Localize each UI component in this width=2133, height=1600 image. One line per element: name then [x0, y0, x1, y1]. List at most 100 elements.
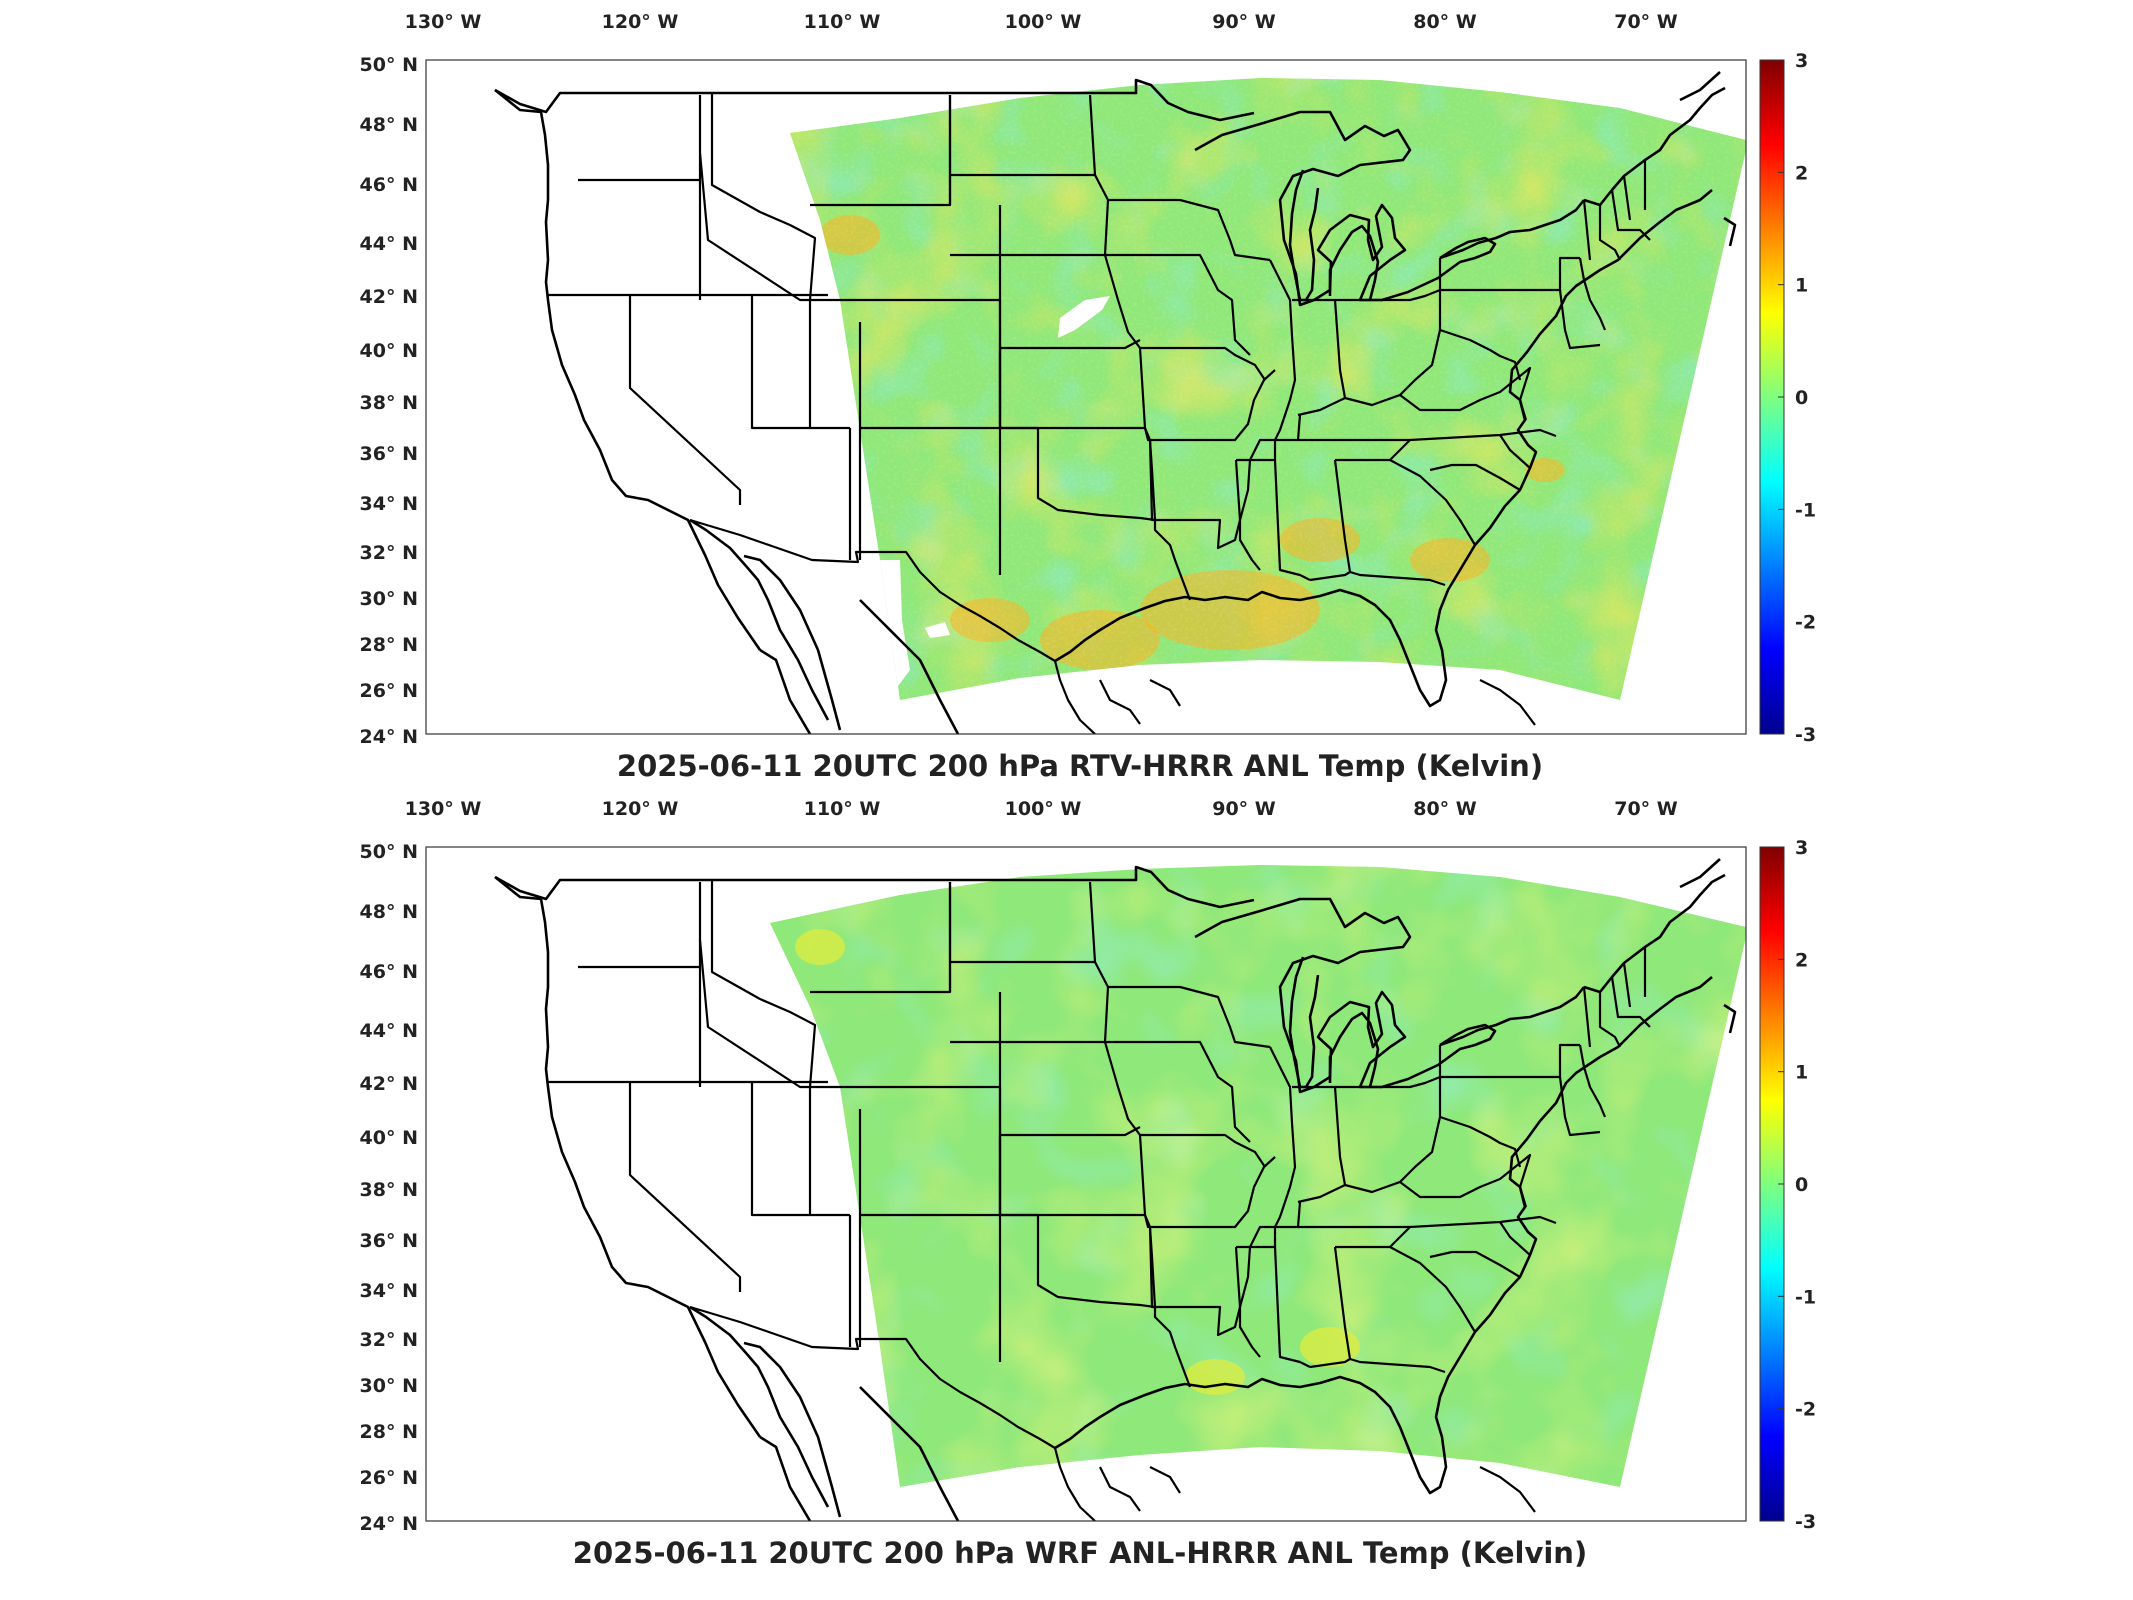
state-line [628, 295, 742, 505]
coastline [1583, 86, 1726, 207]
state-line [1149, 679, 1181, 707]
lon-tick-label: 100° W [1005, 11, 1082, 33]
state-line [1236, 440, 1277, 462]
coastline [689, 1305, 830, 1508]
state-line [1105, 1040, 1251, 1143]
lon-tick-label: 110° W [804, 11, 881, 33]
lat-tick-label: 32° N [360, 542, 418, 564]
state-line [1273, 459, 1311, 581]
state-line [1439, 1115, 1522, 1168]
state-line [1088, 94, 1110, 256]
state-line [1440, 256, 1580, 292]
state-line [1140, 1133, 1266, 1168]
state-line [1578, 1044, 1607, 1118]
lat-tick-label: 28° N [360, 1421, 418, 1443]
lat-tick-label: 46° N [360, 174, 418, 196]
state-line [1273, 1246, 1311, 1368]
lat-tick-label: 30° N [360, 588, 418, 610]
state-line [1499, 1221, 1531, 1256]
coastline [1328, 1011, 1380, 1088]
map-frame [425, 59, 1747, 735]
state-line [1335, 1075, 1442, 1194]
state-line [1234, 1246, 1261, 1358]
lat-tick-label: 38° N [360, 1179, 418, 1201]
state-line [1335, 458, 1476, 546]
map-figure: 130° W 120° W 110° W 100° W 90° W 80° W 70° W … [360, 11, 1817, 783]
state-line [1399, 366, 1532, 421]
field-warm-anomaly [770, 865, 1746, 1487]
lat-tick-label: 44° N [360, 1020, 418, 1042]
colorbar-tick-label: 0 [1795, 387, 1808, 409]
state-line [1479, 679, 1536, 726]
state-line [1053, 1447, 1096, 1521]
state-line [1108, 985, 1271, 1049]
coastline [1679, 858, 1721, 889]
state-line [1622, 962, 1632, 1008]
data-field [790, 78, 1746, 700]
colorbar: 3 2 1 0 -1 -2 -3 [1759, 50, 1816, 746]
state-line [1399, 1153, 1532, 1208]
state-line [1236, 1227, 1277, 1249]
state-line [1598, 205, 1621, 261]
map-frame [425, 846, 1747, 1522]
state-line [628, 1082, 742, 1292]
lat-tick-label: 30° N [360, 1375, 418, 1397]
coastline [1054, 976, 1713, 1495]
state-line [1578, 257, 1607, 331]
state-line [1429, 463, 1521, 491]
map-panel-rtv: 130° W 120° W 110° W 100° W 90° W 80° W 70° W … [360, 11, 1817, 783]
coastline [1328, 224, 1380, 301]
state-line [1088, 881, 1110, 1043]
lon-tick-label: 90° W [1212, 798, 1276, 820]
state-boundaries [494, 858, 1737, 1521]
state-line [1309, 1357, 1446, 1374]
coastline [1723, 216, 1737, 247]
coastline [1439, 986, 1586, 1047]
colorbar-tick-label: -2 [1795, 612, 1816, 634]
colorbar-tick-label: 0 [1795, 1174, 1808, 1196]
state-line [750, 295, 850, 430]
state-line [1335, 288, 1442, 407]
lon-tick-label: 110° W [804, 798, 881, 820]
lon-tick-label: 120° W [602, 798, 679, 820]
state-line [1389, 439, 1411, 461]
colorbar-tick-label: 1 [1795, 275, 1808, 297]
lat-tick-label: 36° N [360, 443, 418, 465]
map-title: 2025-06-11 20UTC 200 hPa RTV-HRRR ANL Te… [617, 749, 1543, 783]
lon-tick-label: 90° W [1212, 11, 1276, 33]
state-line [698, 152, 812, 428]
state-line [1558, 1076, 1601, 1137]
state-line [1333, 1246, 1352, 1360]
colorbar-tick-label: 2 [1795, 949, 1808, 971]
coastline [1439, 199, 1586, 260]
colorbar-tick-label: -3 [1795, 724, 1816, 746]
coastline [494, 875, 762, 1438]
colorbar-tick-label: 3 [1795, 50, 1808, 72]
coastline [859, 599, 960, 734]
state-line [1269, 1046, 1297, 1228]
state-line [1610, 976, 1651, 1028]
colorbar-tick-label: 1 [1795, 1062, 1808, 1084]
lat-tick-label: 42° N [360, 286, 418, 308]
coastline [743, 1341, 842, 1518]
lat-tick-label: 36° N [360, 1230, 418, 1252]
state-line [1149, 1466, 1181, 1494]
state-line [1103, 254, 1147, 429]
state-line [1099, 1466, 1141, 1512]
state-line [1234, 459, 1261, 571]
warm-patch [1300, 1327, 1360, 1367]
lon-tick-label: 80° W [1413, 798, 1477, 820]
lat-tick-label: 50° N [360, 54, 418, 76]
lat-tick-label: 50° N [360, 841, 418, 863]
colorbar-tick-label: 3 [1795, 837, 1808, 859]
state-line [1440, 1043, 1580, 1079]
state-line [1153, 520, 1192, 601]
colorbar-tick-label: 2 [1795, 162, 1808, 184]
data-field [770, 865, 1746, 1487]
state-line [689, 1305, 1056, 1449]
lat-tick-labels: 50° N 48° N 46° N 44° N 42° N 40° N 38° N 36° N… [360, 841, 418, 1535]
state-line [1140, 346, 1266, 381]
state-line [1582, 986, 1592, 1048]
state-line [1582, 199, 1592, 261]
lon-tick-label: 130° W [405, 11, 482, 33]
